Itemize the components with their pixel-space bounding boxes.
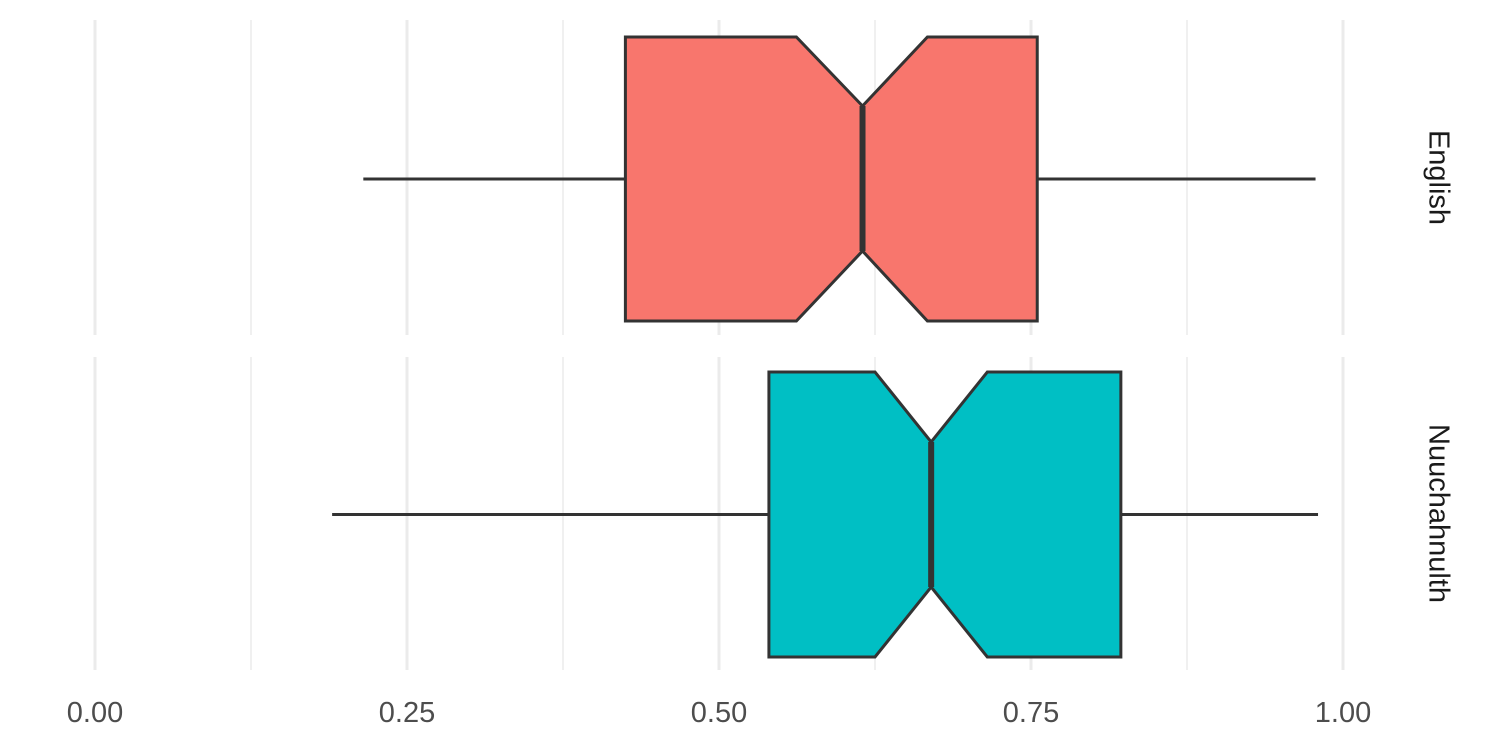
panel-english: English	[93, 20, 1454, 335]
x-tick-label: 0.75	[1003, 697, 1059, 729]
notched-box	[767, 370, 1123, 659]
strip-label: Nuuchahnulth	[1422, 424, 1454, 603]
notched-box	[623, 35, 1039, 323]
x-tick-label: 0.50	[691, 697, 747, 729]
x-tick-label: 0.25	[379, 697, 435, 729]
x-axis: 0.00 0.25 0.50 0.75 1.00	[67, 697, 1371, 729]
x-tick-label: 0.00	[67, 697, 123, 729]
strip-label: English	[1422, 130, 1454, 225]
panel-nuuchahnulth: Nuuchahnulth	[93, 357, 1454, 670]
x-tick-label: 1.00	[1315, 697, 1371, 729]
panels-layer: English Nuuchahnulth	[93, 20, 1454, 670]
